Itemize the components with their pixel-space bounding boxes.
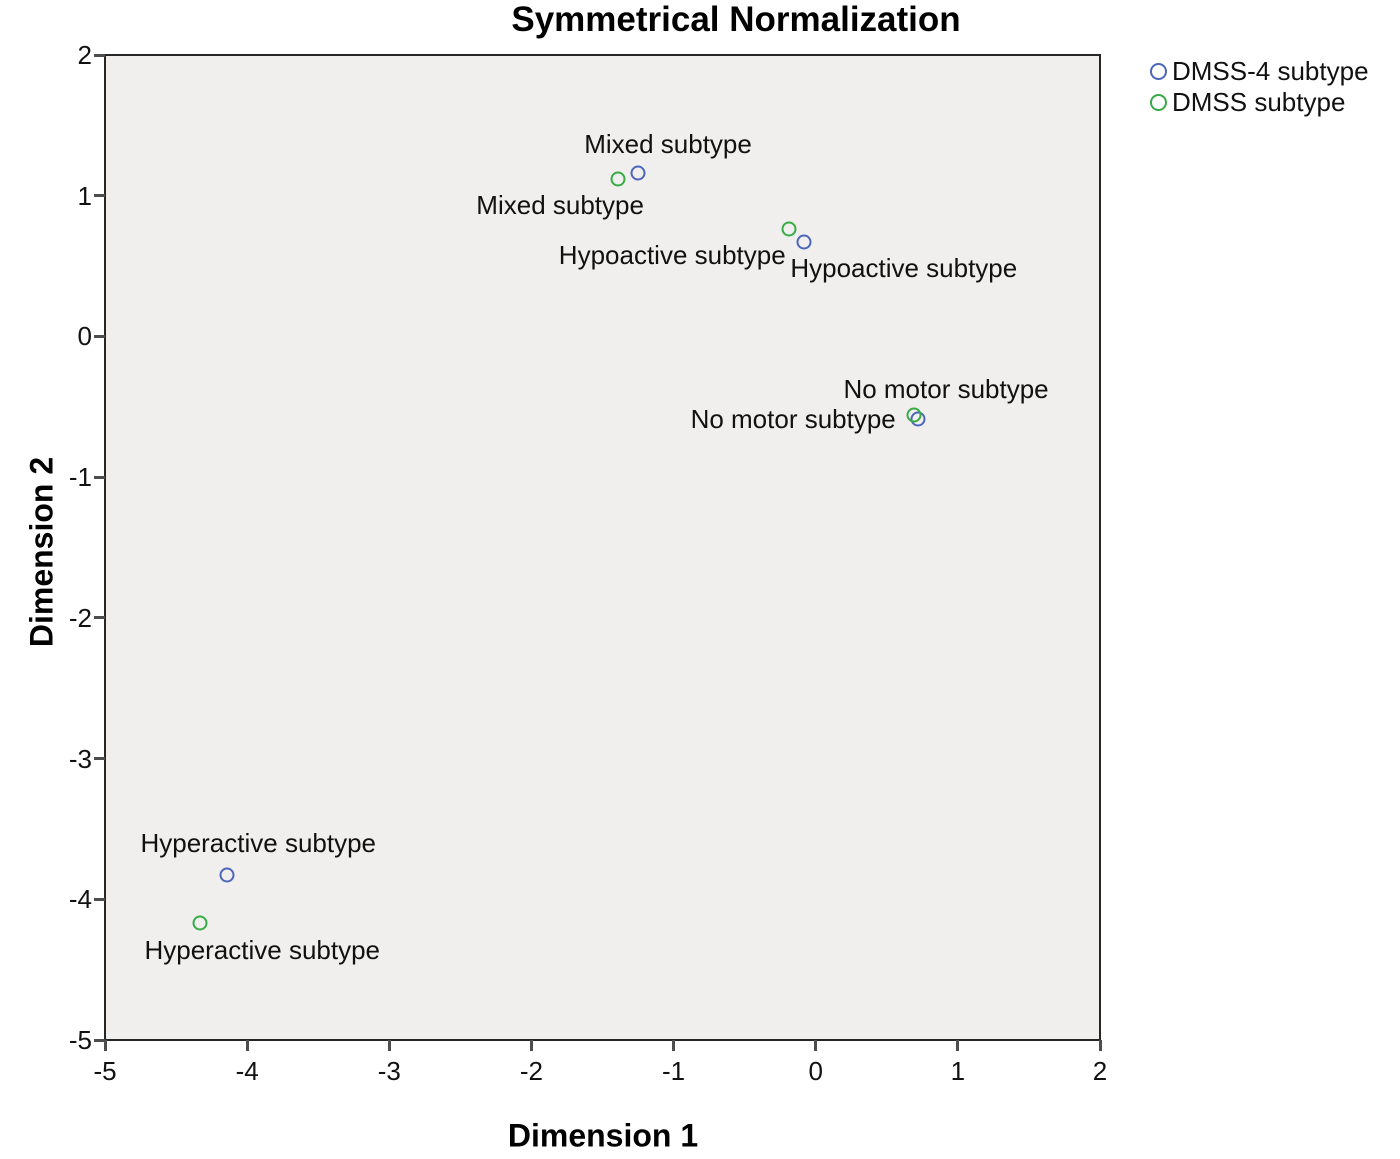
point-label: Hypoactive subtype bbox=[790, 253, 1018, 284]
x-tick-label: -2 bbox=[519, 1056, 543, 1086]
x-tick-label: 2 bbox=[1092, 1056, 1108, 1086]
data-point-dmss-4-subtype bbox=[219, 867, 235, 883]
plot-area bbox=[104, 54, 1101, 1041]
x-tick bbox=[814, 1040, 818, 1051]
point-label: Mixed subtype bbox=[584, 129, 752, 160]
y-tick bbox=[94, 475, 105, 479]
y-tick-label: -2 bbox=[68, 602, 92, 633]
y-tick-label: 1 bbox=[77, 180, 92, 211]
point-label: No motor subtype bbox=[843, 374, 1049, 405]
x-tick-label: -3 bbox=[377, 1056, 401, 1086]
plot-overlay: -5 -4 -3 -2 -1 0 1 2 2 1 0 -1 -2 -3 -4 -5 Mixed subtype H… bbox=[69, 40, 1107, 1086]
y-axis-title: Dimension 2 bbox=[23, 456, 60, 648]
data-point-dmss-4-subtype bbox=[796, 234, 812, 250]
x-tick-label: -5 bbox=[93, 1056, 117, 1086]
point-label: Hyperactive subtype bbox=[140, 828, 377, 859]
y-tick-label: -1 bbox=[68, 462, 92, 493]
x-tick bbox=[672, 1040, 676, 1051]
y-tick-label: 2 bbox=[77, 40, 92, 70]
y-tick bbox=[94, 757, 105, 761]
y-tick-label: 0 bbox=[77, 321, 92, 352]
point-label: Hypoactive subtype bbox=[558, 240, 786, 271]
x-tick bbox=[103, 1040, 107, 1051]
y-tick-label: -4 bbox=[68, 884, 92, 915]
x-tick bbox=[956, 1040, 960, 1051]
data-point-dmss-4-subtype bbox=[630, 165, 646, 181]
x-tick-label: -4 bbox=[235, 1056, 259, 1086]
legend-label: DMSS subtype bbox=[1172, 87, 1346, 117]
y-tick bbox=[94, 334, 105, 338]
legend-label: DMSS-4 subtype bbox=[1172, 56, 1369, 86]
x-tick-label: 0 bbox=[808, 1056, 823, 1086]
legend-circle-icon bbox=[1150, 63, 1167, 80]
x-tick bbox=[529, 1040, 533, 1051]
x-tick bbox=[1098, 1040, 1102, 1051]
y-tick bbox=[94, 1038, 105, 1042]
y-tick bbox=[94, 897, 105, 901]
data-point-dmss-subtype bbox=[906, 407, 922, 423]
legend-entry: DMSS-4 subtype bbox=[1150, 56, 1369, 87]
x-axis-title: Dimension 1 bbox=[507, 1117, 699, 1154]
y-tick bbox=[94, 53, 105, 57]
data-point-dmss-subtype bbox=[192, 915, 208, 931]
legend-circle-icon bbox=[1150, 94, 1167, 111]
data-point-dmss-subtype bbox=[610, 171, 626, 187]
y-tick-label: -5 bbox=[68, 1025, 92, 1055]
point-label: No motor subtype bbox=[690, 404, 896, 435]
point-label: Hyperactive subtype bbox=[144, 935, 381, 966]
y-tick-label: -3 bbox=[68, 743, 92, 774]
x-tick-label: 1 bbox=[950, 1056, 966, 1086]
legend-entry: DMSS subtype bbox=[1150, 87, 1369, 118]
legend: DMSS-4 subtype DMSS subtype bbox=[1150, 56, 1369, 118]
point-label: Mixed subtype bbox=[476, 189, 644, 220]
x-tick bbox=[245, 1040, 249, 1051]
y-tick bbox=[94, 616, 105, 620]
data-point-dmss-subtype bbox=[781, 221, 797, 237]
y-tick bbox=[94, 194, 105, 198]
x-tick-label: -1 bbox=[662, 1056, 686, 1086]
chart-title: Symmetrical Normalization bbox=[511, 0, 961, 39]
x-tick bbox=[387, 1040, 391, 1051]
